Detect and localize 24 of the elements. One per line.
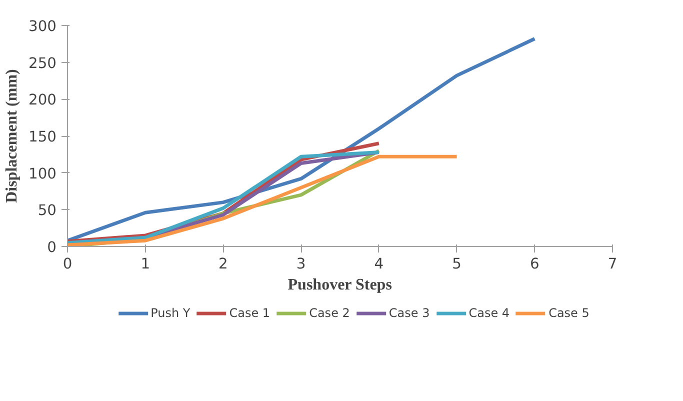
x-tick-label: 0 <box>62 256 72 272</box>
legend-label: Case 2 <box>309 306 350 320</box>
x-tick-label: 1 <box>140 256 150 272</box>
x-tick-label: 7 <box>608 256 618 272</box>
line-series <box>68 154 459 246</box>
x-tick-label: 6 <box>530 256 540 272</box>
y-tick-label: 300 <box>28 18 57 35</box>
legend-label: Case 5 <box>548 306 590 320</box>
x-tick-label: 2 <box>218 256 228 272</box>
legend-label: Push Y <box>150 306 190 320</box>
x-tick-label: 3 <box>296 256 306 272</box>
y-tick-label: 250 <box>28 54 57 72</box>
x-axis-title: Pushover Steps <box>288 276 392 294</box>
x-tick-label: 4 <box>374 256 384 272</box>
y-tick-label: 50 <box>38 202 57 220</box>
y-tick-label: 0 <box>47 239 57 256</box>
legend-label: Case 1 <box>229 306 270 320</box>
y-tick-label: 150 <box>28 128 57 146</box>
y-tick-label: 200 <box>28 92 57 109</box>
x-tick-label: 5 <box>452 256 462 272</box>
y-tick-label: 100 <box>28 165 57 182</box>
legend-label: Case 4 <box>468 306 510 320</box>
y-axis-title: Displacement (mm) <box>4 69 21 203</box>
legend-label: Case 3 <box>388 306 430 320</box>
